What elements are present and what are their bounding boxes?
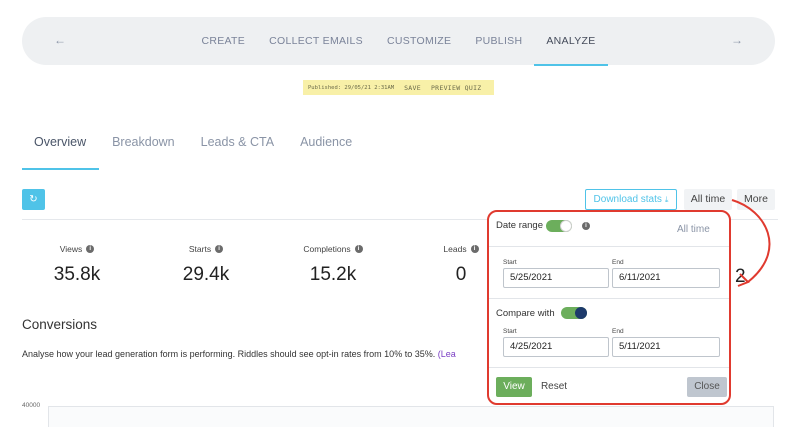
section-divider bbox=[489, 298, 729, 299]
stat-label: Starts bbox=[188, 244, 212, 254]
section-divider bbox=[489, 246, 729, 247]
top-nav-bar: ← CREATE COLLECT EMAILS CUSTOMIZE PUBLIS… bbox=[22, 17, 775, 66]
stat-value-partial: 2 bbox=[735, 266, 746, 287]
info-icon[interactable]: i bbox=[86, 245, 95, 253]
toggle-knob bbox=[575, 307, 587, 319]
stat-value: 15.2k bbox=[309, 264, 357, 285]
info-icon[interactable]: i bbox=[582, 222, 590, 230]
tab-audience[interactable]: Audience bbox=[300, 135, 353, 149]
stat-completions: Completions i 15.2k bbox=[273, 244, 393, 286]
nav-item-customize[interactable]: CUSTOMIZE bbox=[386, 35, 452, 47]
tab-breakdown[interactable]: Breakdown bbox=[112, 135, 175, 149]
nav-item-collect-emails[interactable]: COLLECT EMAILS bbox=[269, 35, 363, 47]
stat-value: 0 bbox=[455, 264, 467, 285]
tab-overview[interactable]: Overview bbox=[22, 130, 100, 170]
stat-leads: Leads i 0 bbox=[401, 244, 521, 286]
compare-with-label: Compare with bbox=[496, 308, 555, 319]
toggle-knob bbox=[560, 220, 572, 232]
compare-end-label: End bbox=[612, 328, 624, 335]
learn-more-link[interactable]: (Lea bbox=[437, 349, 456, 359]
end-date-input[interactable]: 6/11/2021 bbox=[612, 268, 720, 288]
start-label: Start bbox=[503, 259, 517, 266]
arrow-left-icon[interactable]: ← bbox=[54, 33, 66, 47]
stat-value: 35.8k bbox=[53, 264, 101, 285]
arrow-right-icon[interactable]: → bbox=[731, 33, 743, 47]
compare-toggle[interactable] bbox=[561, 307, 587, 319]
compare-start-label: Start bbox=[503, 328, 517, 335]
tab-leads-cta[interactable]: Leads & CTA bbox=[200, 135, 275, 149]
conversions-description: Analyse how your lead generation form is… bbox=[22, 349, 492, 359]
refresh-icon: ↻ bbox=[29, 194, 38, 205]
stat-starts: Starts i 29.4k bbox=[146, 244, 266, 286]
date-range-label: Date range bbox=[496, 220, 544, 231]
all-time-button[interactable]: All time bbox=[684, 189, 732, 210]
published-strip: Published: 29/05/21 2:31AM SAVE PREVIEW … bbox=[303, 80, 494, 95]
conversions-title: Conversions bbox=[22, 317, 98, 332]
view-button[interactable]: View bbox=[496, 377, 532, 397]
info-icon[interactable]: i bbox=[215, 245, 224, 253]
analytics-tabs: Overview Breakdown Leads & CTA Audience bbox=[22, 130, 365, 170]
more-button[interactable]: More bbox=[737, 189, 775, 210]
all-time-label: All time bbox=[677, 224, 710, 235]
stat-label: Leads bbox=[443, 244, 467, 254]
info-icon[interactable]: i bbox=[470, 245, 479, 253]
section-divider bbox=[489, 367, 729, 368]
toolbar-divider bbox=[22, 219, 778, 220]
download-stats-button[interactable]: Download stats ⤓ bbox=[585, 189, 677, 210]
refresh-button[interactable]: ↻ bbox=[22, 189, 45, 210]
conversions-chart bbox=[48, 406, 774, 427]
published-timestamp: Published: 29/05/21 2:31AM bbox=[308, 84, 395, 91]
conversions-description-text: Analyse how your lead generation form is… bbox=[22, 349, 436, 359]
download-stats-label: Download stats bbox=[593, 194, 662, 205]
stat-value: 29.4k bbox=[182, 264, 230, 285]
info-icon[interactable]: i bbox=[354, 245, 363, 253]
nav-item-create[interactable]: CREATE bbox=[201, 35, 246, 47]
compare-start-date-input[interactable]: 4/25/2021 bbox=[503, 337, 609, 357]
download-icon: ⤓ bbox=[664, 194, 669, 204]
stat-label: Completions bbox=[303, 244, 351, 254]
annotation-arrow bbox=[731, 199, 771, 287]
stat-views: Views i 35.8k bbox=[17, 244, 137, 286]
save-link[interactable]: SAVE bbox=[404, 83, 421, 92]
preview-quiz-link[interactable]: PREVIEW QUIZ bbox=[430, 83, 482, 92]
nav-item-analyze[interactable]: ANALYZE bbox=[534, 17, 608, 66]
compare-end-date-input[interactable]: 5/11/2021 bbox=[612, 337, 720, 357]
end-label: End bbox=[612, 259, 624, 266]
nav-item-publish[interactable]: PUBLISH bbox=[475, 35, 523, 47]
start-date-input[interactable]: 5/25/2021 bbox=[503, 268, 609, 288]
stat-label: Views bbox=[59, 244, 83, 254]
chart-y-tick: 40000 bbox=[22, 402, 41, 409]
nav-items: CREATE COLLECT EMAILS CUSTOMIZE PUBLISH … bbox=[22, 17, 775, 66]
reset-button[interactable]: Reset bbox=[540, 381, 568, 392]
date-range-popup: Date range i All time Start End 5/25/202… bbox=[487, 210, 731, 405]
close-button[interactable]: Close bbox=[687, 377, 727, 397]
date-range-toggle[interactable] bbox=[546, 220, 572, 232]
